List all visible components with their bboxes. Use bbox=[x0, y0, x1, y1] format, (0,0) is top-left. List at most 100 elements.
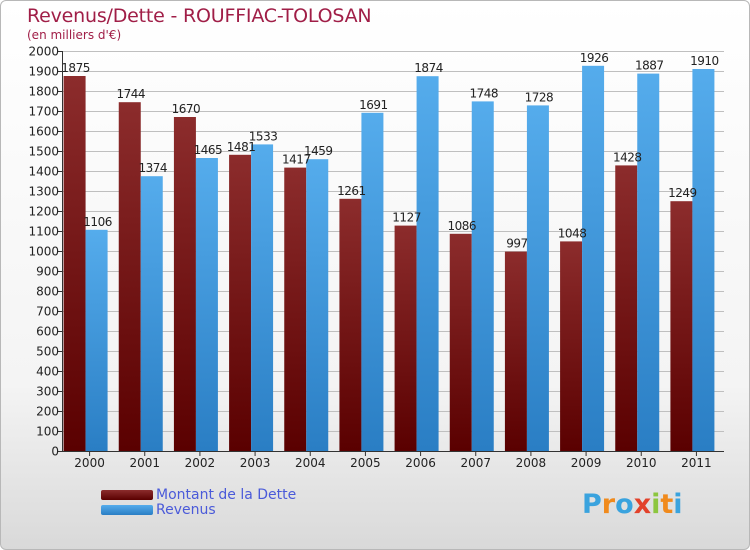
data-label-revenus-2003: 1533 bbox=[249, 129, 278, 143]
y-tick-label: 1700 bbox=[28, 105, 59, 119]
y-tick-label: 1800 bbox=[28, 85, 59, 99]
y-tick-label: 700 bbox=[36, 305, 59, 319]
data-label-dette-2003: 1481 bbox=[227, 140, 256, 154]
x-tick-label: 2002 bbox=[185, 456, 216, 470]
proxiti-logo: Proxiti bbox=[582, 489, 683, 520]
logo-letter: P bbox=[582, 489, 602, 520]
gridlines bbox=[62, 51, 724, 432]
x-tick-label: 2003 bbox=[240, 456, 271, 470]
bar-revenus-2009 bbox=[582, 65, 605, 452]
x-tick-label: 2009 bbox=[571, 456, 602, 470]
bar-revenus-2007 bbox=[471, 101, 494, 452]
bars bbox=[63, 65, 715, 452]
data-label-revenus-2009: 1926 bbox=[580, 51, 609, 65]
logo-letter: o bbox=[615, 489, 634, 520]
bar-dette-2005 bbox=[339, 198, 362, 451]
bar-dette-2004 bbox=[284, 167, 307, 451]
bar-dette-2009 bbox=[560, 241, 583, 451]
bar-dette-2002 bbox=[173, 117, 196, 451]
logo-letter: x bbox=[633, 489, 652, 520]
x-tick-label: 2004 bbox=[295, 456, 326, 470]
logo-letter: r bbox=[601, 489, 616, 520]
bar-revenus-2011 bbox=[692, 69, 715, 451]
data-label-dette-2011: 1249 bbox=[668, 186, 697, 200]
data-label-dette-2010: 1428 bbox=[613, 150, 642, 164]
x-tick-label: 2010 bbox=[626, 456, 657, 470]
x-tick-label: 2005 bbox=[350, 456, 381, 470]
legend-swatch-revenus bbox=[101, 505, 153, 515]
legend-swatch-dette bbox=[101, 490, 153, 500]
logo-letter: i bbox=[673, 489, 683, 520]
data-label-revenus-2001: 1374 bbox=[138, 161, 167, 175]
bar-dette-2001 bbox=[118, 102, 141, 451]
data-label-revenus-2008: 1728 bbox=[525, 90, 554, 104]
data-label-dette-2002: 1670 bbox=[172, 102, 201, 116]
y-tick-label: 0 bbox=[51, 445, 59, 459]
bar-revenus-2006 bbox=[416, 76, 439, 451]
y-tick-label: 200 bbox=[36, 405, 59, 419]
data-label-revenus-2006: 1874 bbox=[414, 61, 443, 75]
data-label-dette-2000: 1875 bbox=[61, 61, 90, 75]
x-tick-label: 2008 bbox=[516, 456, 547, 470]
bar-dette-2008 bbox=[504, 251, 527, 451]
y-tick-label: 500 bbox=[36, 345, 59, 359]
data-label-dette-2009: 1048 bbox=[558, 226, 587, 240]
x-tick-label: 2007 bbox=[460, 456, 491, 470]
x-tick-label: 2006 bbox=[405, 456, 436, 470]
legend-label-revenus: Revenus bbox=[156, 502, 216, 518]
data-label-dette-2006: 1127 bbox=[392, 211, 421, 225]
y-tick-label: 800 bbox=[36, 285, 59, 299]
bar-dette-2006 bbox=[394, 225, 417, 451]
data-label-dette-2004: 1417 bbox=[282, 153, 311, 167]
y-tick-label: 1500 bbox=[28, 145, 59, 159]
y-tick-label: 600 bbox=[36, 325, 59, 339]
y-tick-label: 1400 bbox=[28, 165, 59, 179]
bar-revenus-2008 bbox=[526, 105, 549, 452]
logo-letter: t bbox=[660, 489, 674, 520]
data-label-revenus-2010: 1887 bbox=[635, 59, 664, 73]
logo-letter: i bbox=[651, 489, 661, 520]
bar-dette-2007 bbox=[449, 233, 472, 451]
bar-dette-2010 bbox=[615, 165, 638, 451]
y-tick-label: 1600 bbox=[28, 125, 59, 139]
y-tick-label: 1100 bbox=[28, 225, 59, 239]
bar-dette-2011 bbox=[670, 201, 693, 451]
bar-revenus-2010 bbox=[637, 73, 660, 451]
bar-revenus-2000 bbox=[85, 229, 108, 451]
bar-revenus-2004 bbox=[306, 159, 329, 451]
x-tick-label: 2001 bbox=[129, 456, 160, 470]
legend-label-dette: Montant de la Dette bbox=[156, 487, 297, 503]
data-label-revenus-2002: 1465 bbox=[194, 143, 223, 157]
bar-dette-2003 bbox=[229, 154, 252, 452]
data-label-dette-2007: 1086 bbox=[447, 219, 476, 233]
data-label-dette-2005: 1261 bbox=[337, 184, 366, 198]
data-label-revenus-2011: 1910 bbox=[690, 54, 719, 68]
bar-revenus-2005 bbox=[361, 112, 384, 452]
x-tick-label: 2000 bbox=[74, 456, 105, 470]
data-label-revenus-2000: 1106 bbox=[83, 215, 112, 229]
y-tick-label: 1200 bbox=[28, 205, 59, 219]
y-tick-label: 1900 bbox=[28, 65, 59, 79]
bar-revenus-2001 bbox=[140, 176, 163, 451]
axes: 0 100 200 300 400 500 600 700 800 900 1000 1100 1200… bbox=[28, 45, 724, 470]
bar-revenus-2002 bbox=[195, 158, 218, 451]
bar-revenus-2003 bbox=[251, 144, 274, 451]
y-tick-label: 1300 bbox=[28, 185, 59, 199]
bar-dette-2000 bbox=[63, 76, 86, 451]
data-label-revenus-2004: 1459 bbox=[304, 144, 333, 158]
data-label-dette-2008: 997 bbox=[506, 237, 527, 251]
y-tick-label: 100 bbox=[36, 425, 59, 439]
y-tick-label: 400 bbox=[36, 365, 59, 379]
chart-title: Revenus/Dette - ROUFFIAC-TOLOSAN bbox=[27, 5, 372, 27]
data-label-revenus-2005: 1691 bbox=[359, 98, 388, 112]
x-tick-label: 2011 bbox=[681, 456, 712, 470]
y-tick-label: 1000 bbox=[28, 245, 59, 259]
y-tick-label: 900 bbox=[36, 265, 59, 279]
y-tick-label: 300 bbox=[36, 385, 59, 399]
data-label-dette-2001: 1744 bbox=[116, 87, 145, 101]
data-label-revenus-2007: 1748 bbox=[469, 86, 498, 100]
chart-subtitle: (en milliers d'€) bbox=[27, 28, 122, 42]
